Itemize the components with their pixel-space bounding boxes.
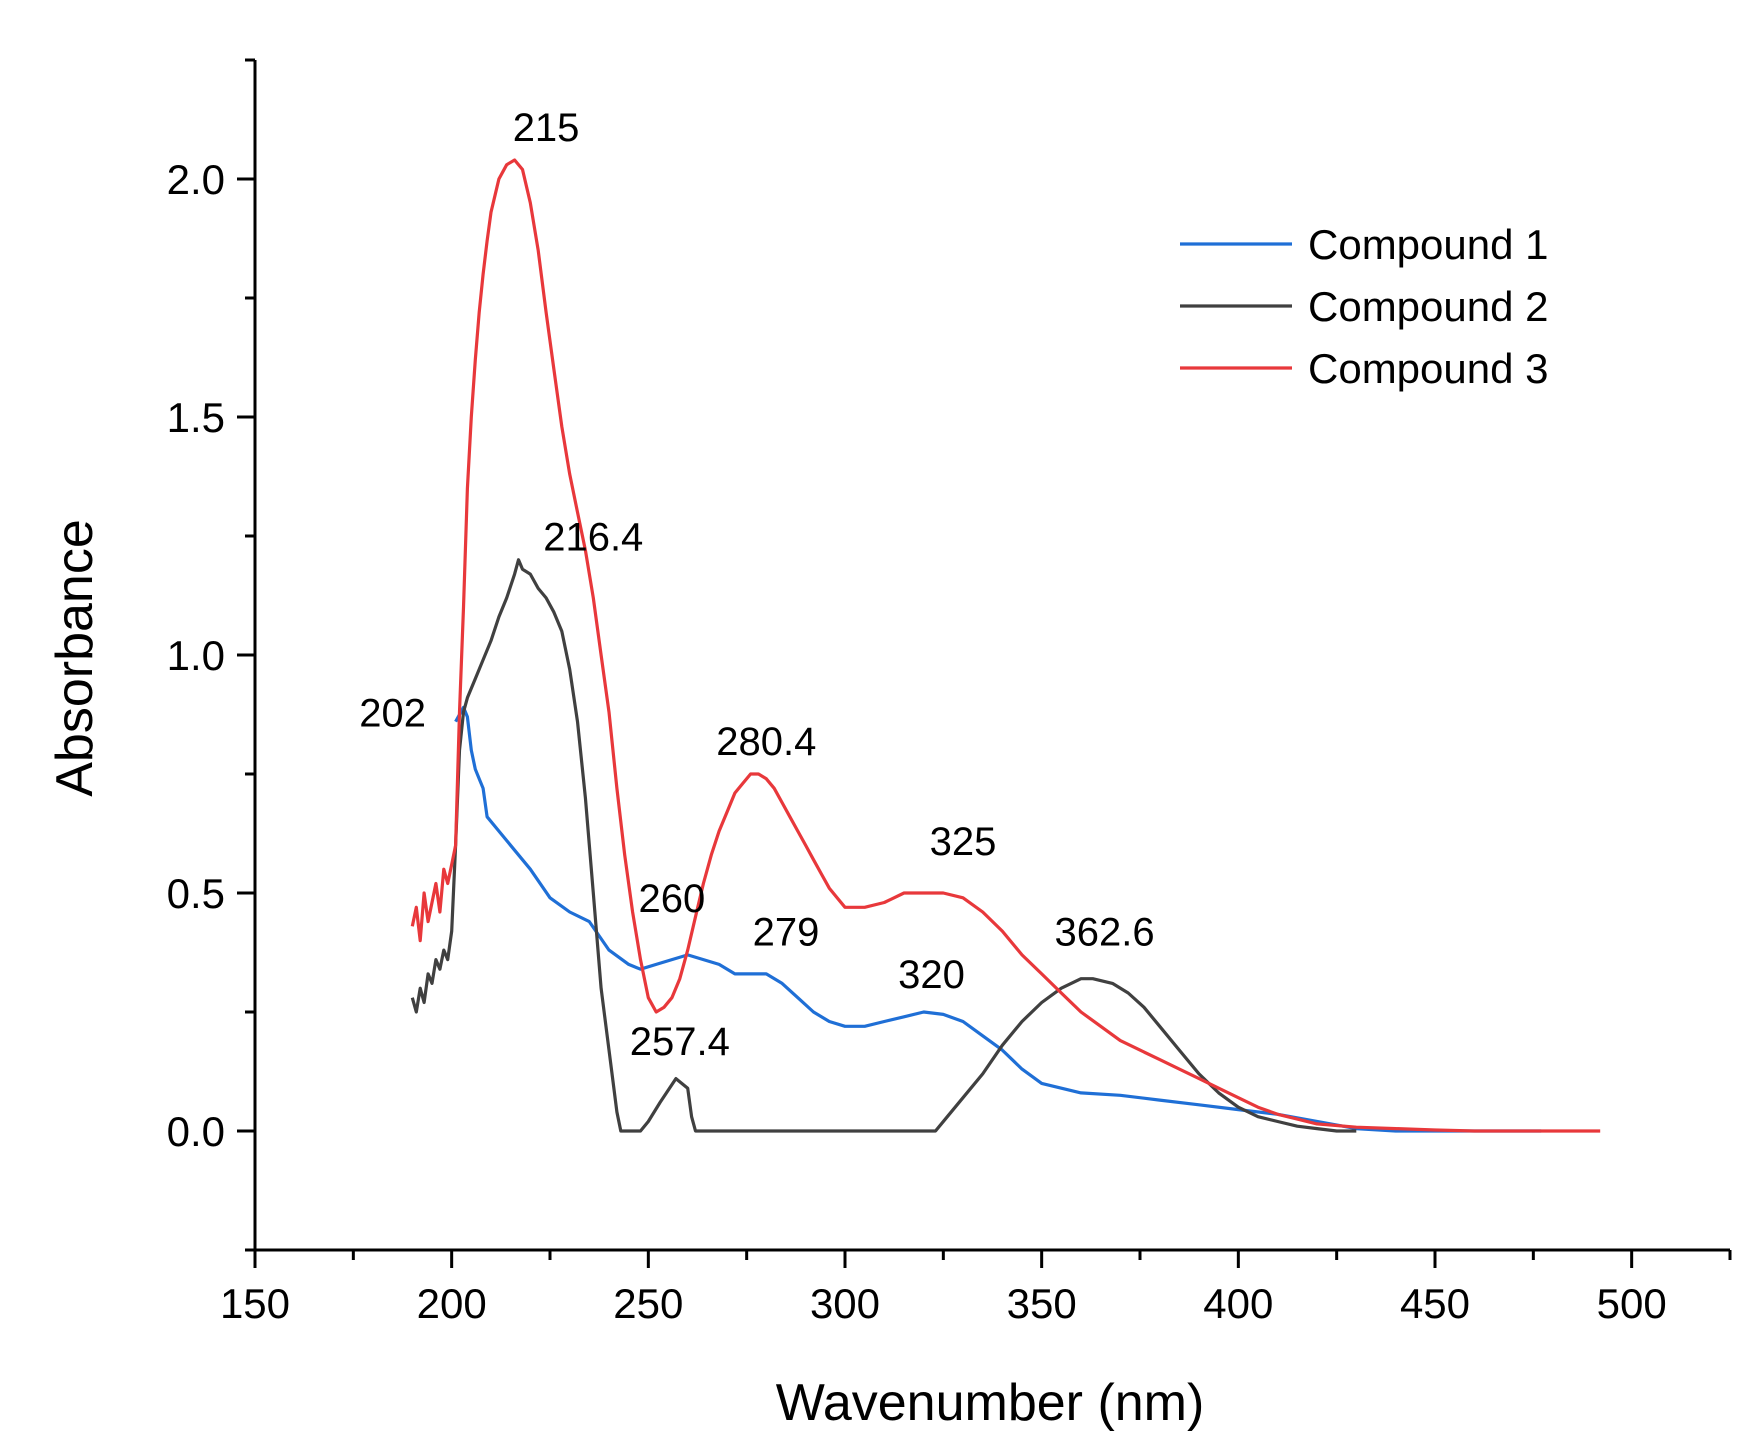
legend-label-2: Compound 2 <box>1308 283 1549 330</box>
y-tick-label: 0.0 <box>167 1108 225 1155</box>
x-tick-label: 350 <box>1007 1280 1077 1327</box>
annotation-layer: 215 216.4 202 280.4 325 260 279 362.6 320 257.4 <box>359 106 1154 1064</box>
peak-annotation: 257.4 <box>630 1020 730 1064</box>
legend-label-1: Compound 1 <box>1308 221 1549 268</box>
peak-annotation: 279 <box>753 910 820 954</box>
x-tick-label: 250 <box>613 1280 683 1327</box>
x-axis-label: Wavenumber (nm) <box>776 1374 1205 1432</box>
axes: 150 200 250 300 350 400 450 500 0.0 0.5 1.0 1.5 2.0 <box>167 58 1732 1327</box>
peak-annotation: 320 <box>898 953 965 997</box>
y-tick-label: 0.5 <box>167 870 225 917</box>
series-line-1 <box>454 705 1542 1133</box>
series-layer <box>410 158 1601 1133</box>
y-tick-label: 1.0 <box>167 632 225 679</box>
legend-label-3: Compound 3 <box>1308 345 1549 392</box>
x-tick-label: 450 <box>1400 1280 1470 1327</box>
x-tick-label: 500 <box>1597 1280 1667 1327</box>
y-tick-label: 2.0 <box>167 156 225 203</box>
peak-annotation: 362.6 <box>1055 910 1155 954</box>
x-tick-label: 150 <box>220 1280 290 1327</box>
x-tick-label: 400 <box>1203 1280 1273 1327</box>
y-axis-label: Absorbance <box>46 519 104 797</box>
peak-annotation: 202 <box>359 691 426 735</box>
legend: Compound 1 Compound 2 Compound 3 <box>1180 221 1549 392</box>
x-tick-label: 200 <box>417 1280 487 1327</box>
peak-annotation: 260 <box>639 877 706 921</box>
peak-annotation: 216.4 <box>543 515 643 559</box>
series-line-3 <box>410 158 1601 1133</box>
y-tick-label: 1.5 <box>167 394 225 441</box>
x-tick-label: 300 <box>810 1280 880 1327</box>
peak-annotation: 325 <box>930 820 997 864</box>
peak-annotation: 215 <box>513 106 580 150</box>
peak-annotation: 280.4 <box>716 720 816 764</box>
series-line-2 <box>410 558 1357 1133</box>
